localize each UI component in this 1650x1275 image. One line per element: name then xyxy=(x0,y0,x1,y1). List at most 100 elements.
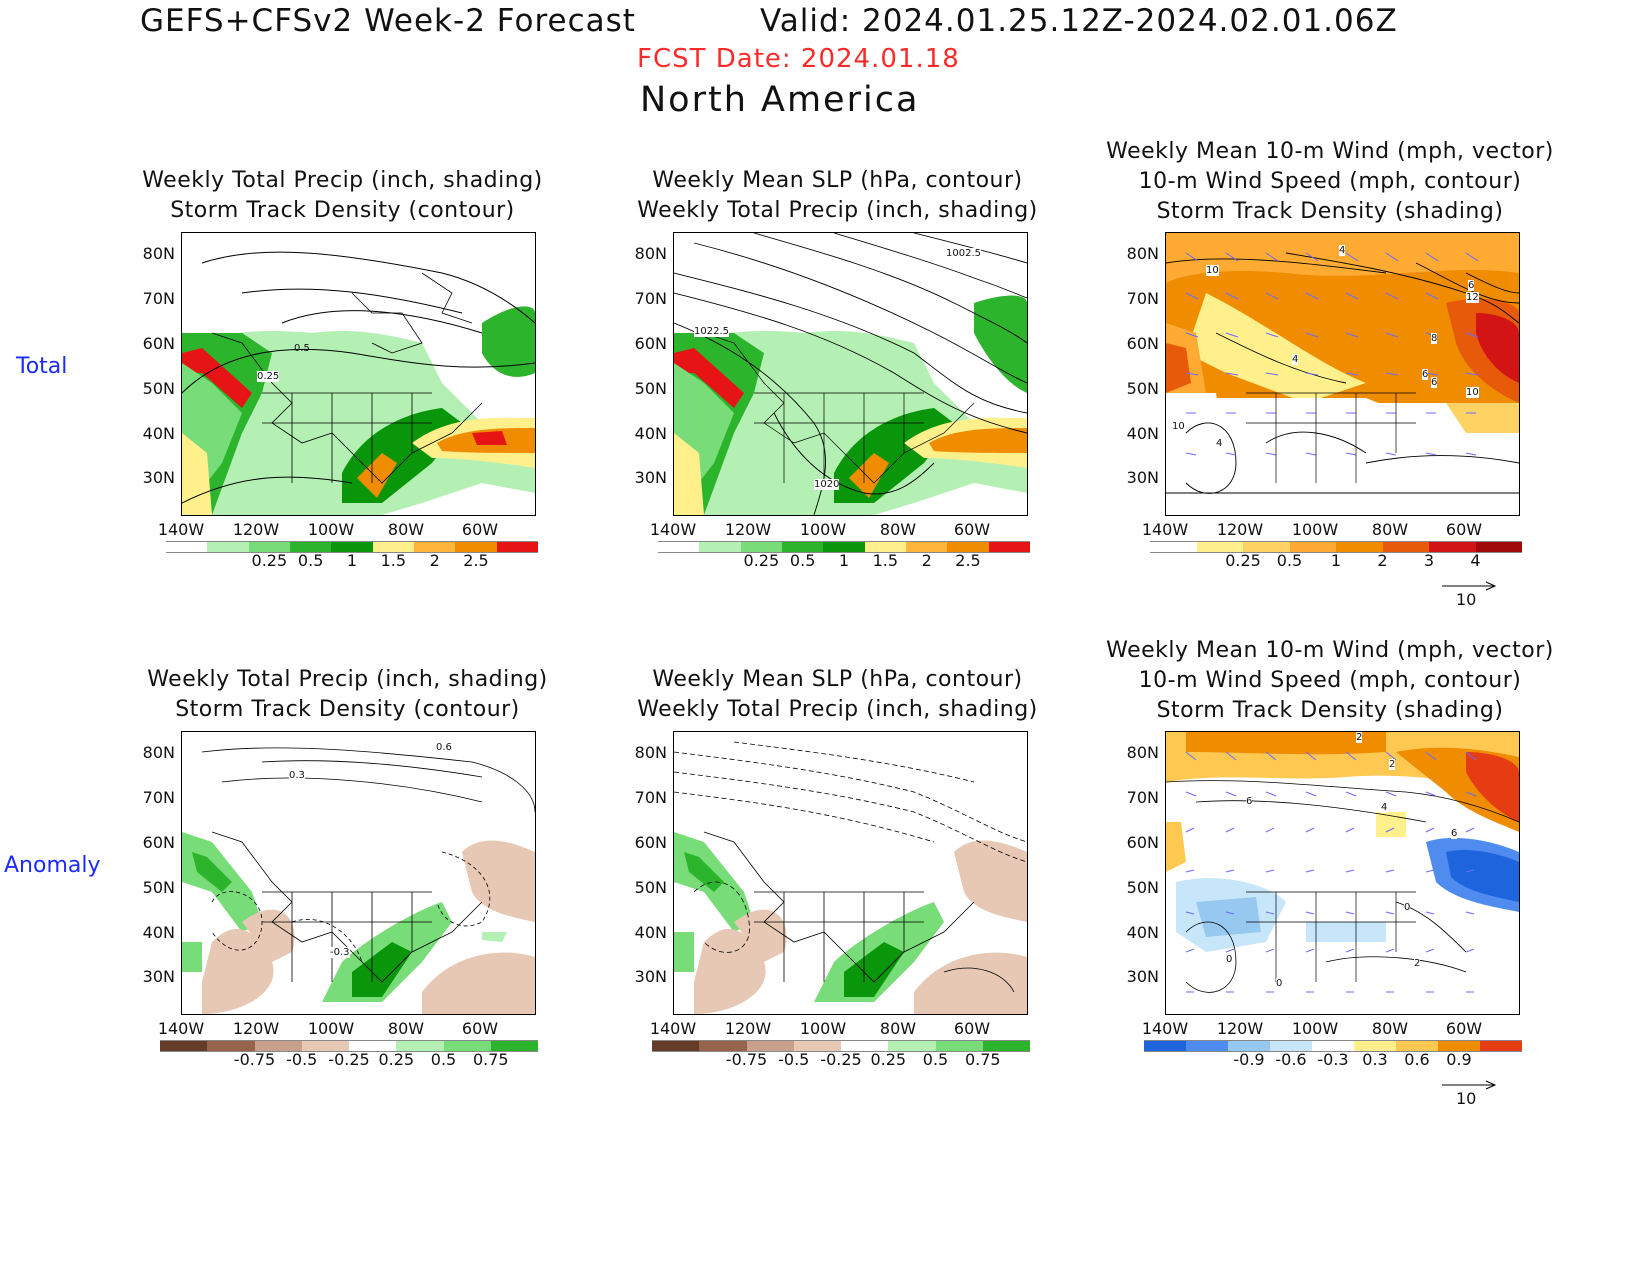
colorbar-label: 0.3 xyxy=(1362,1050,1388,1069)
colorbar-label: 0.5 xyxy=(1276,551,1303,570)
colorbar-segment xyxy=(372,541,414,553)
panel-4-map-drawing xyxy=(182,747,535,1014)
valid-period: Valid: 2024.01.25.12Z-2024.02.01.06Z xyxy=(760,3,1398,39)
colorbar-segment xyxy=(490,1040,538,1052)
lat-tick-label: 60N xyxy=(142,833,175,852)
lon-tick-label: 80W xyxy=(1371,1019,1409,1038)
panel-1-title: Weekly Total Precip (inch, shading) Stor… xyxy=(140,166,545,226)
lon-tick-label: 60W xyxy=(953,1019,991,1038)
vector-reference-top: 10 xyxy=(1440,580,1500,609)
forecast-title: GEFS+CFSv2 Week-2 Forecast xyxy=(140,3,636,39)
panel-2-contour-label: 1022.5 xyxy=(694,326,729,337)
panel-3-contour-label: 10 xyxy=(1206,265,1219,276)
panel-3-title-line3: Storm Track Density (shading) xyxy=(1156,199,1504,224)
panel-3-contour-label: 12 xyxy=(1466,292,1479,303)
colorbar-segment xyxy=(443,1040,491,1052)
panel-4-contour-label: 0.6 xyxy=(436,742,452,753)
colorbar-segment xyxy=(988,541,1030,553)
lat-tick-label: 40N xyxy=(142,424,175,443)
lon-tick-label: 120W xyxy=(724,520,772,539)
lat-tick-label: 80N xyxy=(634,244,667,263)
panel-1-map: 0.5 0.25 xyxy=(181,232,536,516)
arrow-right-icon xyxy=(1442,1080,1497,1090)
vector-reference-label: 10 xyxy=(1456,1089,1477,1108)
colorbar-label: -0.5 xyxy=(286,1050,318,1069)
panel-6-title-line3: Storm Track Density (shading) xyxy=(1156,698,1504,723)
lat-tick-label: 30N xyxy=(142,967,175,986)
lat-tick-label: 70N xyxy=(634,289,667,308)
lat-tick-label: 50N xyxy=(1126,878,1159,897)
panel-6-title-line1: Weekly Mean 10-m Wind (mph, vector) xyxy=(1106,638,1554,663)
lat-tick-label: 50N xyxy=(634,379,667,398)
lon-tick-label: 120W xyxy=(232,520,280,539)
colorbar-label: 2.5 xyxy=(955,551,981,570)
panel-5-title: Weekly Mean SLP (hPa, contour) Weekly To… xyxy=(635,665,1040,725)
lat-tick-label: 60N xyxy=(634,334,667,353)
colorbar-segment xyxy=(290,541,332,553)
colorbar-label: -0.25 xyxy=(328,1050,370,1069)
lon-tick-label: 60W xyxy=(461,1019,499,1038)
lat-tick-label: 80N xyxy=(1126,244,1159,263)
colorbar-segment xyxy=(699,1040,747,1052)
panel-3-map-drawing xyxy=(1166,233,1519,515)
panel-2-map-drawing xyxy=(674,233,1027,515)
lat-tick-label: 70N xyxy=(634,788,667,807)
panel-6-contour-label: 6 xyxy=(1246,796,1253,807)
lat-tick-label: 50N xyxy=(634,878,667,897)
lat-tick-label: 40N xyxy=(634,424,667,443)
panel-6-contour-label: 0 xyxy=(1226,954,1233,965)
colorbar-segment xyxy=(864,541,906,553)
colorbar-segment xyxy=(1475,541,1522,553)
colorbar-segment xyxy=(160,1040,208,1052)
lon-tick-label: 80W xyxy=(387,520,425,539)
colorbar-label: 1 xyxy=(838,551,850,570)
colorbar-segment xyxy=(1396,1040,1438,1052)
lat-tick-label: 60N xyxy=(634,833,667,852)
lon-tick-label: 80W xyxy=(879,520,917,539)
colorbar-label: 0.25 xyxy=(870,1050,907,1069)
colorbar-label: 0.25 xyxy=(1225,551,1261,570)
lat-tick-label: 40N xyxy=(142,923,175,942)
panel-6-contour-label: 2 xyxy=(1356,732,1363,743)
lat-tick-label: 80N xyxy=(142,743,175,762)
colorbar-label: 3 xyxy=(1423,551,1435,570)
region-title: North America xyxy=(640,80,920,120)
row-label-total: Total xyxy=(16,354,68,379)
lon-tick-label: 80W xyxy=(1371,520,1409,539)
colorbar-label: 1 xyxy=(1330,551,1342,570)
colorbar-segment xyxy=(455,541,497,553)
panel-6-contour-label: 2 xyxy=(1389,759,1396,770)
panel-4-title-line1: Weekly Total Precip (inch, shading) xyxy=(147,667,548,692)
panel-4-contour-label: 0.3 xyxy=(289,770,305,781)
lat-tick-label: 70N xyxy=(142,788,175,807)
lat-tick-label: 70N xyxy=(1126,289,1159,308)
lat-tick-label: 40N xyxy=(1126,923,1159,942)
panel-3-contour-label: 4 xyxy=(1339,245,1346,256)
panel-3-contour-label: 6 xyxy=(1422,369,1429,380)
colorbar-segment xyxy=(947,541,989,553)
panel-6-title: Weekly Mean 10-m Wind (mph, vector) 10-m… xyxy=(1100,636,1560,726)
colorbar-label: 0.6 xyxy=(1404,1050,1430,1069)
panel-3-map: 4 10 6 12 8 4 6 6 10 10 4 xyxy=(1165,232,1520,516)
lon-tick-label: 100W xyxy=(307,520,355,539)
colorbar-segment xyxy=(1243,541,1290,553)
colorbar-label: 2 xyxy=(429,551,440,570)
lon-tick-label: 140W xyxy=(1141,1019,1189,1038)
panel-6-contour-label: 2 xyxy=(1414,958,1421,969)
lon-tick-label: 100W xyxy=(799,520,847,539)
colorbar-segment xyxy=(699,541,741,553)
colorbar-segment xyxy=(652,1040,700,1052)
colorbar-segment xyxy=(166,541,208,553)
lon-tick-label: 140W xyxy=(649,1019,697,1038)
lat-tick-label: 30N xyxy=(634,468,667,487)
colorbar-segment xyxy=(254,1040,302,1052)
colorbar-label: 0.75 xyxy=(964,1050,1001,1069)
lat-tick-label: 40N xyxy=(1126,424,1159,443)
panel-3-contour-label: 8 xyxy=(1431,333,1438,344)
colorbar-segment xyxy=(1144,1040,1186,1052)
lon-tick-label: 140W xyxy=(157,520,205,539)
colorbar-label: 2.5 xyxy=(463,551,489,570)
colorbar-segment xyxy=(248,541,290,553)
colorbar-segment xyxy=(740,541,782,553)
lat-tick-label: 60N xyxy=(142,334,175,353)
